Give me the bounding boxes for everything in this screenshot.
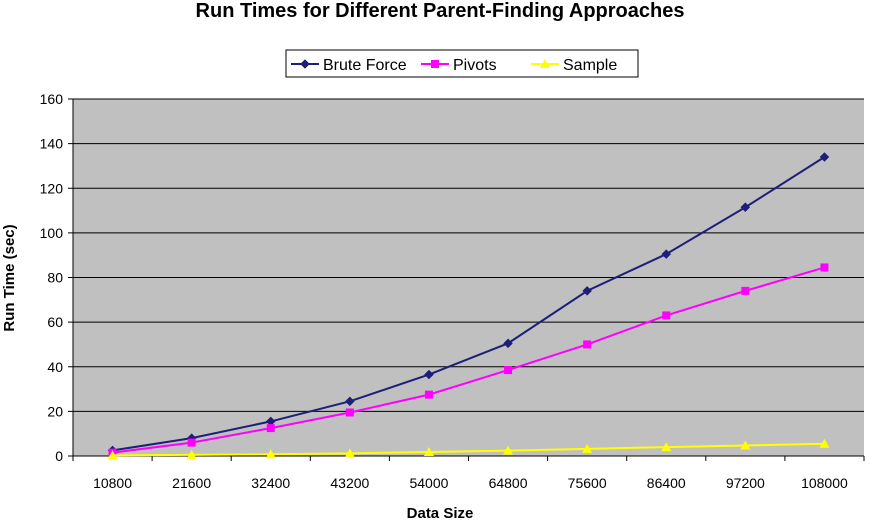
data-point-sample [186, 449, 197, 459]
series-group [107, 152, 830, 460]
data-point-pivots [741, 286, 750, 295]
x-tick-label: 64800 [489, 475, 528, 491]
x-tick-label: 21600 [172, 475, 211, 491]
legend-box [285, 49, 639, 78]
data-point-sample [107, 450, 118, 460]
x-tick-label: 75600 [568, 475, 607, 491]
series-line-sample [112, 442, 825, 457]
data-point-pivots [662, 311, 671, 320]
y-tick-label: 120 [40, 180, 64, 196]
y-tick-label: 20 [47, 403, 63, 419]
legend-marker-brute-force [300, 59, 310, 69]
data-point-sample [503, 445, 514, 455]
y-axis-title: Run Time (sec) [1, 224, 18, 331]
data-point-sample [265, 449, 276, 459]
y-tick-label: 100 [40, 225, 64, 241]
y-tick-label: 40 [47, 359, 63, 375]
data-point-brute-force [344, 396, 355, 407]
series-line-pivots [112, 266, 825, 454]
data-point-pivots [266, 424, 275, 433]
legend-marker-pivots [431, 60, 439, 68]
legend-label-sample: Sample [563, 57, 617, 74]
x-tick-label: 32400 [251, 475, 290, 491]
gridlines [68, 98, 864, 457]
x-tick-label: 43200 [330, 475, 369, 491]
x-tick-label: 97200 [726, 475, 765, 491]
data-point-pivots [583, 340, 592, 349]
data-point-sample [582, 443, 593, 453]
data-point-pivots [504, 366, 513, 375]
data-point-sample [344, 448, 355, 458]
x-tick-label: 86400 [647, 475, 686, 491]
y-tick-label: 80 [47, 270, 63, 286]
data-point-sample [661, 442, 672, 452]
data-point-sample [740, 440, 751, 450]
data-point-pivots [187, 438, 196, 447]
data-point-brute-force [740, 202, 751, 213]
legend-label-brute-force: Brute Force [323, 57, 407, 74]
x-tick-label: 108000 [801, 475, 848, 491]
data-point-brute-force [424, 369, 434, 380]
series-line-brute-force [112, 156, 825, 452]
data-point-sample [819, 438, 830, 448]
data-point-brute-force [503, 338, 513, 349]
chart-title: Run Times for Different Parent-Finding A… [196, 0, 685, 22]
data-point-pivots [424, 390, 433, 399]
y-tick-label: 60 [47, 314, 63, 330]
data-point-sample [423, 446, 434, 456]
x-tick-label: 10800 [93, 475, 132, 491]
x-axis-title: Data Size [407, 505, 474, 522]
data-point-brute-force [661, 249, 672, 259]
legend: Brute Force Pivots Sample [285, 49, 639, 78]
x-tick-label: 54000 [409, 475, 448, 491]
y-tick-label: 140 [40, 136, 64, 152]
legend-label-pivots: Pivots [453, 57, 497, 74]
legend-marker-sample [540, 59, 550, 68]
data-point-pivots [820, 263, 829, 272]
data-point-pivots [345, 408, 354, 417]
y-tick-label: 0 [55, 448, 63, 464]
data-point-brute-force [819, 152, 830, 162]
x-tick-labels: 10800 21600 32400 43200 54000 64800 75600 86400… [93, 475, 848, 491]
y-tick-label: 160 [40, 91, 64, 107]
y-tick-labels: 0 20 40 60 80 100 120 140 160 [40, 91, 64, 464]
axes [72, 99, 865, 461]
data-point-brute-force [582, 286, 593, 296]
